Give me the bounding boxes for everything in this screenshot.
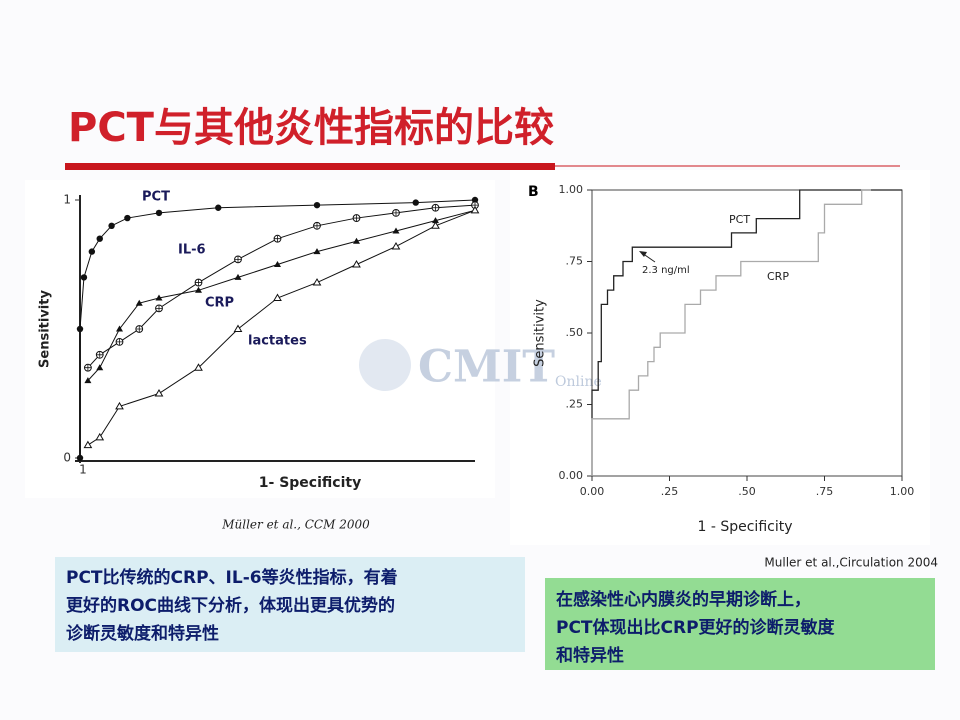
point	[124, 214, 131, 222]
point	[391, 241, 401, 250]
point	[96, 364, 104, 371]
note-text: PCT比传统的CRP、IL-6等炎性指标，有着	[66, 567, 398, 588]
point	[273, 293, 282, 302]
series-label: PCT	[729, 213, 750, 226]
point	[352, 260, 361, 268]
point	[194, 363, 203, 371]
point	[155, 209, 163, 217]
series-label: CRP	[205, 296, 234, 311]
note-text: PCT体现出比CRP更好的诊断灵敏度	[556, 617, 836, 638]
point	[215, 204, 222, 211]
x-tick-label: .25	[661, 485, 679, 498]
y-tick-label: .75	[566, 255, 584, 268]
point	[88, 248, 96, 255]
series-line	[87, 209, 476, 446]
point	[135, 299, 143, 306]
x-tick-label: .75	[816, 485, 834, 498]
annotation: 2.3 ng/ml	[642, 265, 690, 276]
point	[76, 454, 84, 462]
watermark: Online	[555, 374, 602, 390]
x-tick-label: 0.00	[580, 485, 605, 498]
y-tick-label: 0.00	[559, 469, 584, 482]
panel-label: B	[528, 184, 539, 200]
point	[432, 217, 439, 224]
note-text: 在感染性心内膜炎的早期诊断上，	[556, 589, 811, 610]
x-tick-label: 1.00	[890, 485, 915, 498]
point-cross	[195, 279, 202, 286]
series-label: IL-6	[178, 243, 206, 258]
series-label: lactates	[248, 334, 307, 349]
watermark-logo	[359, 339, 411, 391]
point	[412, 199, 419, 206]
watermark: CMIT	[418, 342, 555, 393]
y-tick-label: 1	[63, 193, 71, 207]
point	[80, 274, 88, 281]
point	[83, 440, 93, 449]
annotation-arrowhead	[639, 251, 647, 257]
point-cross	[116, 338, 123, 345]
point-cross	[136, 326, 143, 332]
note-box	[545, 578, 935, 670]
y-axis-label: Sensitivity	[38, 290, 53, 368]
point-cross	[353, 215, 360, 222]
point-cross	[274, 235, 281, 242]
point	[233, 324, 243, 332]
point-cross	[96, 351, 103, 358]
point	[96, 235, 103, 242]
point-cross	[314, 222, 320, 229]
point	[313, 248, 321, 255]
point-cross	[393, 209, 399, 216]
x-tick-label: .50	[738, 485, 756, 498]
note-text: 和特异性	[556, 645, 624, 666]
series-line	[591, 189, 871, 476]
series-line	[79, 199, 476, 458]
point	[95, 432, 105, 441]
point	[116, 325, 123, 332]
y-tick-label: .50	[566, 326, 584, 339]
point	[155, 294, 163, 301]
note-text: 诊断灵敏度和特异性	[66, 623, 219, 644]
point-cross	[235, 256, 241, 263]
point-cross	[156, 305, 162, 312]
series-label: CRP	[767, 270, 789, 283]
point	[470, 205, 480, 214]
point	[84, 377, 92, 384]
citation: Müller et al., CCM 2000	[221, 518, 370, 532]
x-axis-label: 1 - Specificity	[697, 519, 792, 535]
x-tick-label: 1	[79, 463, 87, 477]
y-tick-label: .25	[566, 398, 584, 411]
point	[392, 227, 400, 234]
point	[115, 401, 124, 410]
y-tick-label: 0	[63, 451, 71, 465]
point-cross	[432, 204, 439, 211]
title-bar	[65, 163, 555, 170]
chart-panel	[510, 170, 930, 545]
chart-panel	[25, 180, 495, 498]
y-axis-label: Sensitivity	[533, 299, 548, 367]
point	[431, 221, 440, 229]
x-axis-label: 1- Specificity	[259, 475, 361, 491]
series-label: PCT	[142, 190, 170, 205]
point	[76, 325, 84, 333]
point	[274, 261, 281, 267]
point	[108, 222, 115, 229]
citation: Muller et al.,Circulation 2004	[764, 556, 938, 570]
point	[312, 278, 322, 286]
point	[353, 237, 360, 244]
note-text: 更好的ROC曲线下分析，体现出更具优势的	[66, 595, 395, 616]
note-box	[55, 557, 525, 652]
point	[195, 286, 202, 293]
series-line	[591, 189, 902, 476]
point	[154, 389, 164, 397]
point	[313, 201, 321, 209]
y-tick-label: 1.00	[559, 183, 584, 196]
slide-title: PCT与其他炎性指标的比较	[68, 105, 554, 151]
point	[234, 273, 242, 280]
point-cross	[84, 364, 91, 371]
point	[471, 196, 479, 204]
